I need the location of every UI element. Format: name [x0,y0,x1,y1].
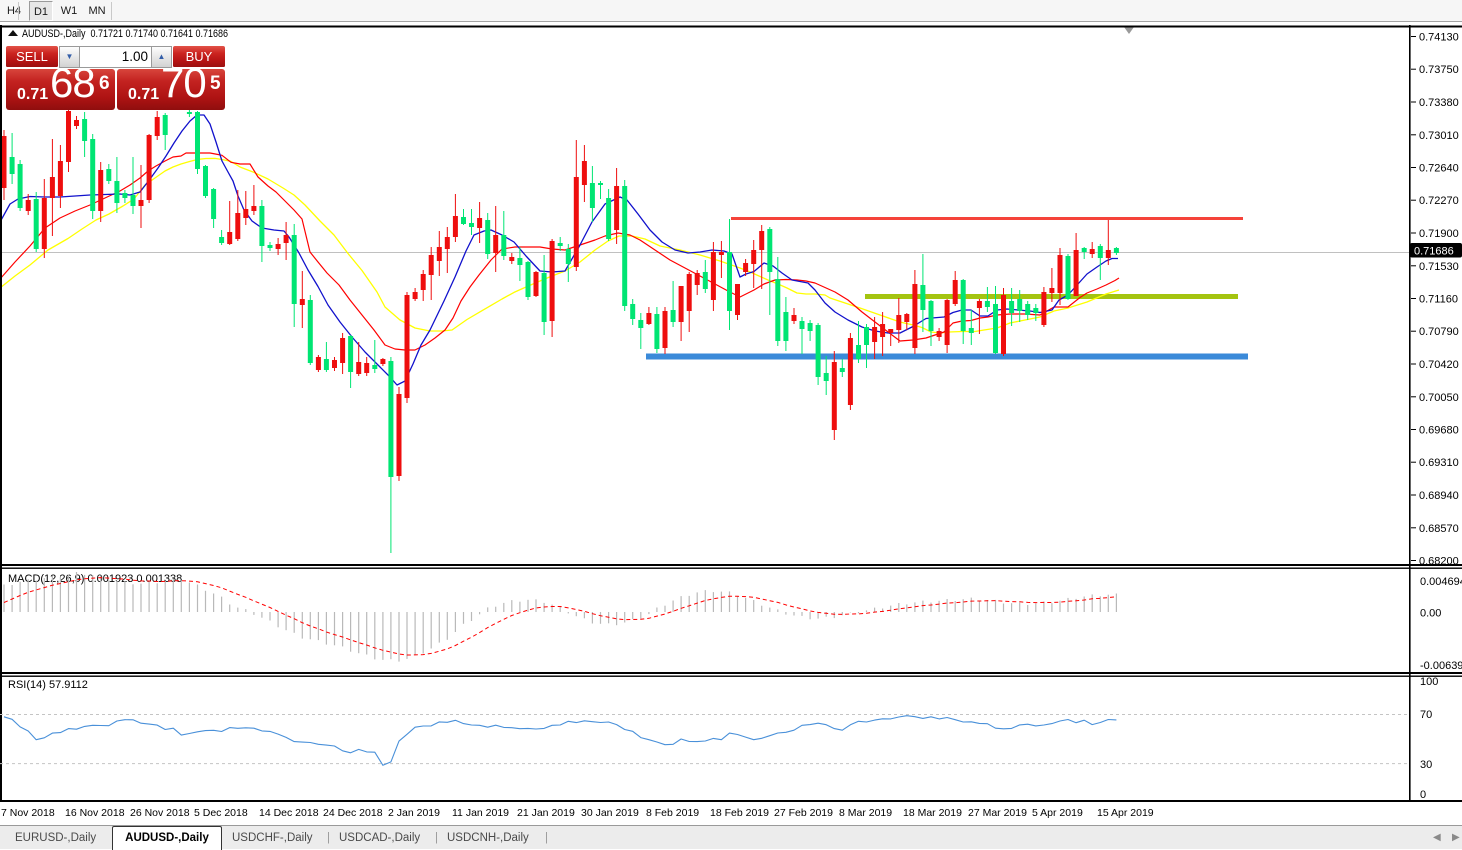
svg-text:26 Nov 2018: 26 Nov 2018 [130,807,190,819]
svg-text:0.71530: 0.71530 [1419,261,1459,273]
svg-text:15 Apr 2019: 15 Apr 2019 [1097,807,1154,819]
svg-text:0: 0 [1420,789,1426,801]
svg-text:0.71160: 0.71160 [1419,294,1458,306]
svg-text:0.70050: 0.70050 [1419,392,1459,404]
svg-text:18 Mar 2019: 18 Mar 2019 [903,807,962,819]
svg-text:0.69310: 0.69310 [1419,457,1459,469]
svg-text:70: 70 [1420,709,1432,721]
svg-text:MACD(12,26,9) 0.001923 0.00133: MACD(12,26,9) 0.001923 0.001338 [8,573,182,585]
svg-text:0.73010: 0.73010 [1419,130,1459,142]
svg-text:-0.00639: -0.00639 [1420,660,1462,672]
svg-text:2 Jan 2019: 2 Jan 2019 [388,807,440,819]
svg-text:8 Feb 2019: 8 Feb 2019 [646,807,699,819]
svg-text:18 Feb 2019: 18 Feb 2019 [710,807,769,819]
svg-text:RSI(14) 57.9112: RSI(14) 57.9112 [8,679,88,691]
svg-text:0.72270: 0.72270 [1419,195,1459,207]
svg-text:16 Nov 2018: 16 Nov 2018 [65,807,125,819]
svg-text:0.73750: 0.73750 [1419,64,1459,76]
svg-text:8 Mar 2019: 8 Mar 2019 [839,807,892,819]
svg-text:21 Jan 2019: 21 Jan 2019 [517,807,575,819]
svg-text:5 Dec 2018: 5 Dec 2018 [194,807,248,819]
svg-text:0.69680: 0.69680 [1419,425,1459,437]
svg-text:AUDUSD-,Daily 0.71721 0.71740: AUDUSD-,Daily 0.71721 0.71740 0.71641 0.… [22,28,228,40]
svg-text:100: 100 [1420,676,1438,688]
svg-text:0.70420: 0.70420 [1419,359,1459,371]
svg-text:0.71686: 0.71686 [1414,246,1454,258]
svg-text:27 Feb 2019: 27 Feb 2019 [774,807,833,819]
svg-text:24 Dec 2018: 24 Dec 2018 [323,807,383,819]
svg-text:0.00: 0.00 [1420,608,1441,620]
svg-text:0.68200: 0.68200 [1419,556,1459,568]
svg-text:7 Nov 2018: 7 Nov 2018 [1,807,55,819]
svg-text:0.70790: 0.70790 [1419,326,1459,338]
svg-text:30 Jan 2019: 30 Jan 2019 [581,807,639,819]
svg-text:5 Apr 2019: 5 Apr 2019 [1032,807,1083,819]
svg-text:0.68570: 0.68570 [1419,523,1459,535]
svg-text:0.74130: 0.74130 [1419,32,1459,44]
svg-text:0.72640: 0.72640 [1419,163,1459,175]
svg-text:0.004694: 0.004694 [1420,576,1462,588]
svg-text:11 Jan 2019: 11 Jan 2019 [452,807,509,819]
svg-text:30: 30 [1420,759,1432,771]
svg-text:0.73380: 0.73380 [1419,97,1459,109]
svg-text:0.71900: 0.71900 [1419,228,1459,240]
svg-text:14 Dec 2018: 14 Dec 2018 [259,807,319,819]
svg-text:0.68940: 0.68940 [1419,490,1459,502]
svg-text:27 Mar 2019: 27 Mar 2019 [968,807,1027,819]
